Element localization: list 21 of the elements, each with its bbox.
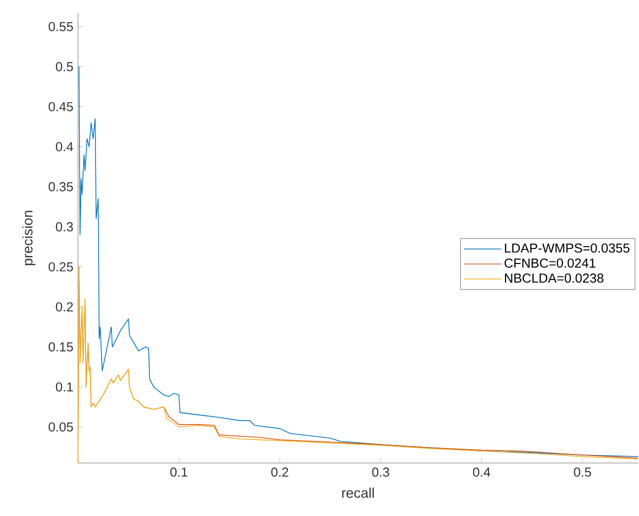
- x-tick-label: 0.5: [574, 468, 591, 477]
- legend-label: CFNBC=0.0241: [504, 258, 596, 268]
- legend-label: LDAP-WMPS=0.0355: [504, 243, 630, 253]
- y-tick-label: 0.25: [48, 262, 73, 272]
- y-tick-label: 0.05: [48, 422, 73, 432]
- legend-label: NBCLDA=0.0238: [504, 274, 604, 283]
- y-tick-label: 0.15: [48, 342, 73, 352]
- y-tick-label: 0.3: [56, 222, 73, 232]
- y-tick-label: 0.2: [56, 302, 73, 312]
- y-axis-title: precision: [22, 210, 36, 266]
- y-tick-label: 0.35: [48, 182, 73, 192]
- x-tick-label: 0.1: [170, 468, 188, 477]
- y-tick-label: 0.1: [56, 382, 73, 392]
- x-tick-label: 0.4: [473, 468, 490, 477]
- x-tick-label: 0.2: [271, 468, 288, 477]
- y-tick-label: 0.45: [48, 102, 73, 112]
- y-tick-label: 0.55: [48, 22, 73, 32]
- x-axis-title: recall: [342, 488, 374, 498]
- y-tick-label: 0.5: [56, 62, 73, 72]
- x-tick-label: 0.3: [372, 468, 390, 477]
- y-tick-label: 0.4: [56, 142, 74, 152]
